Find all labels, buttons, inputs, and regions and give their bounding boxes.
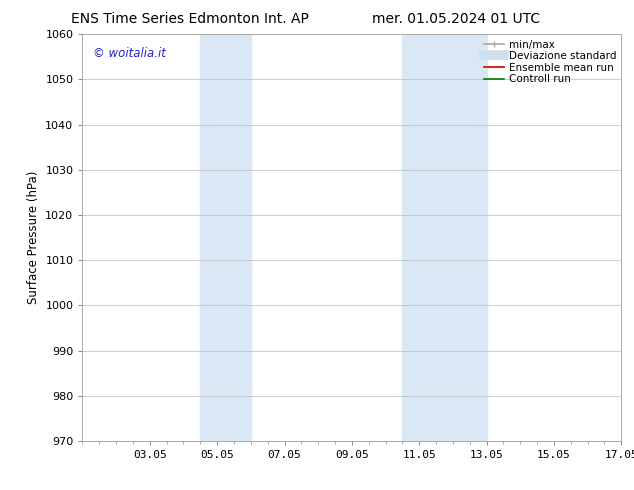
Text: ENS Time Series Edmonton Int. AP: ENS Time Series Edmonton Int. AP — [71, 12, 309, 26]
Bar — [200, 34, 251, 441]
Bar — [403, 34, 487, 441]
Legend: min/max, Deviazione standard, Ensemble mean run, Controll run: min/max, Deviazione standard, Ensemble m… — [482, 37, 618, 86]
Text: © woitalia.it: © woitalia.it — [93, 47, 166, 59]
Y-axis label: Surface Pressure (hPa): Surface Pressure (hPa) — [27, 171, 40, 304]
Text: mer. 01.05.2024 01 UTC: mer. 01.05.2024 01 UTC — [372, 12, 541, 26]
